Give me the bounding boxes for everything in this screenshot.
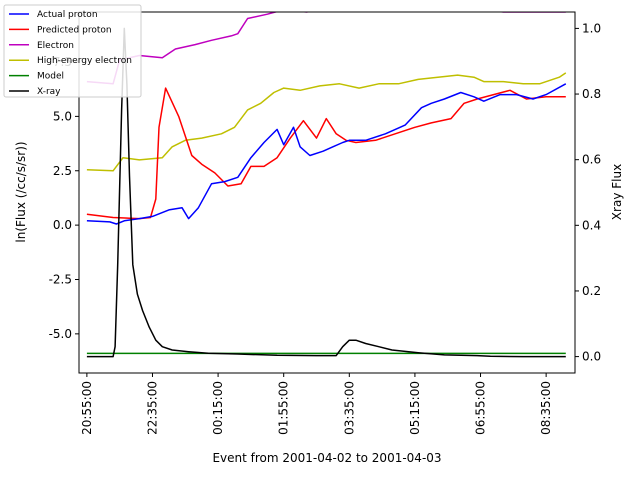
x-tick-label: 01:55:00 [277,381,291,435]
y-axis-label: ln(Flux (/cc/s/sr)) [14,141,28,242]
x-tick-label: 05:15:00 [408,381,422,435]
legend-box [3,4,142,98]
legend-entry-label: X-ray [37,87,61,97]
y2-tick-label: 1.0 [582,21,601,35]
y2-tick-label: 0.4 [582,218,601,232]
y2-tick-label: 0.8 [582,87,601,101]
legend: Actual proton Predicted proton Electron Hig… [3,4,142,98]
series-line-electron [86,12,566,85]
plot-frame [78,11,576,374]
y-tick-label: 2.5 [53,164,72,178]
y-tick-label: 5.0 [53,109,72,123]
y2-tick-label: 0.2 [582,284,601,298]
series-line-predicted-proton [86,87,566,220]
x-axis-label: Event from 2001-04-02 to 2001-04-03 [212,451,441,465]
series-line-actual-proton [86,83,567,225]
x-tick-label: 20:55:00 [80,381,94,435]
x-tick-label: 06:55:00 [474,381,488,435]
x-tick-label: 03:35:00 [342,381,356,435]
legend-entry-label: Actual proton [37,10,98,20]
y-tick-label: -2.5 [49,272,72,286]
y2-tick-label: 0.0 [582,350,601,364]
y2-axis: 0.0 0.2 0.4 0.6 0.8 1.0 [575,21,601,364]
legend-entry-label: Electron [37,41,74,51]
x-tick-label: 22:35:00 [145,381,159,435]
y2-axis-label: Xray Flux [610,164,624,220]
y2-tick-label: 0.6 [582,153,601,167]
series-layer [86,12,567,358]
y-tick-label: -5.0 [49,327,72,341]
legend-entry-label: High-energy electron [37,56,132,66]
y-tick-label: 0.0 [53,218,72,232]
x-tick-label: 00:15:00 [211,381,225,435]
x-axis: 20:55:00 22:35:00 00:15:00 01:55:00 03:35:00… [80,373,553,435]
legend-entry-label: Model [37,72,64,82]
series-line-high-energy-electron [86,72,567,172]
x-tick-label: 08:35:00 [539,381,553,435]
legend-entry-label: Predicted proton [37,25,112,35]
